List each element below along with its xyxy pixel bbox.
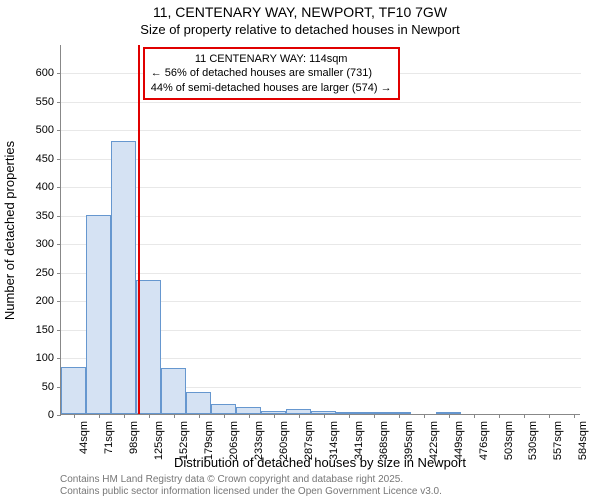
xtick-mark <box>474 414 475 418</box>
chart-container: 11, CENTENARY WAY, NEWPORT, TF10 7GW Siz… <box>0 0 600 500</box>
xtick-mark <box>224 414 225 418</box>
chart-subtitle: Size of property relative to detached ho… <box>0 22 600 37</box>
xtick-mark <box>124 414 125 418</box>
histogram-bar <box>61 367 86 414</box>
ytick-label: 100 <box>36 352 54 364</box>
ytick-label: 50 <box>42 381 54 393</box>
callout-line2: ← 56% of detached houses are smaller (73… <box>151 66 392 80</box>
attribution-line2: Contains public sector information licen… <box>60 486 442 498</box>
xtick-mark <box>99 414 100 418</box>
histogram-bar <box>161 368 186 414</box>
histogram-bar <box>236 407 261 414</box>
plot-area: 05010015020025030035040045050055060044sq… <box>60 45 580 415</box>
ytick-mark <box>57 130 61 131</box>
ytick-mark <box>57 159 61 160</box>
histogram-bar <box>111 141 136 414</box>
ytick-label: 150 <box>36 324 54 336</box>
ytick-mark <box>57 415 61 416</box>
chart-title: 11, CENTENARY WAY, NEWPORT, TF10 7GW <box>0 4 600 20</box>
xtick-mark <box>499 414 500 418</box>
ytick-mark <box>57 273 61 274</box>
ytick-mark <box>57 330 61 331</box>
x-axis-label: Distribution of detached houses by size … <box>60 455 580 470</box>
xtick-mark <box>274 414 275 418</box>
marker-line <box>138 45 140 414</box>
ytick-label: 600 <box>36 67 54 79</box>
histogram-bar <box>86 215 111 414</box>
ytick-label: 500 <box>36 124 54 136</box>
callout-line1: 11 CENTENARY WAY: 114sqm <box>151 52 392 66</box>
callout-box: 11 CENTENARY WAY: 114sqm← 56% of detache… <box>143 47 400 100</box>
ytick-label: 450 <box>36 153 54 165</box>
xtick-mark <box>249 414 250 418</box>
xtick-mark <box>449 414 450 418</box>
ytick-label: 250 <box>36 267 54 279</box>
y-axis-label-wrap: Number of detached properties <box>0 45 20 415</box>
ytick-label: 300 <box>36 238 54 250</box>
ytick-label: 550 <box>36 96 54 108</box>
xtick-mark <box>149 414 150 418</box>
ytick-label: 200 <box>36 295 54 307</box>
xtick-mark <box>324 414 325 418</box>
xtick-mark <box>374 414 375 418</box>
ytick-mark <box>57 216 61 217</box>
ytick-label: 400 <box>36 181 54 193</box>
ytick-label: 350 <box>36 210 54 222</box>
xtick-mark <box>399 414 400 418</box>
histogram-bar <box>186 392 211 414</box>
ytick-mark <box>57 301 61 302</box>
xtick-mark <box>549 414 550 418</box>
xtick-mark <box>524 414 525 418</box>
ytick-mark <box>57 244 61 245</box>
histogram-bar <box>211 404 236 414</box>
xtick-mark <box>199 414 200 418</box>
attribution: Contains HM Land Registry data © Crown c… <box>60 474 442 498</box>
ytick-mark <box>57 73 61 74</box>
xtick-mark <box>349 414 350 418</box>
ytick-mark <box>57 187 61 188</box>
xtick-mark <box>174 414 175 418</box>
ytick-mark <box>57 102 61 103</box>
xtick-mark <box>424 414 425 418</box>
y-axis-label: Number of detached properties <box>3 140 18 319</box>
ytick-mark <box>57 358 61 359</box>
attribution-line1: Contains HM Land Registry data © Crown c… <box>60 474 442 486</box>
xtick-mark <box>574 414 575 418</box>
ytick-label: 0 <box>48 409 54 421</box>
xtick-mark <box>74 414 75 418</box>
xtick-mark <box>299 414 300 418</box>
callout-line3: 44% of semi-detached houses are larger (… <box>151 81 392 95</box>
